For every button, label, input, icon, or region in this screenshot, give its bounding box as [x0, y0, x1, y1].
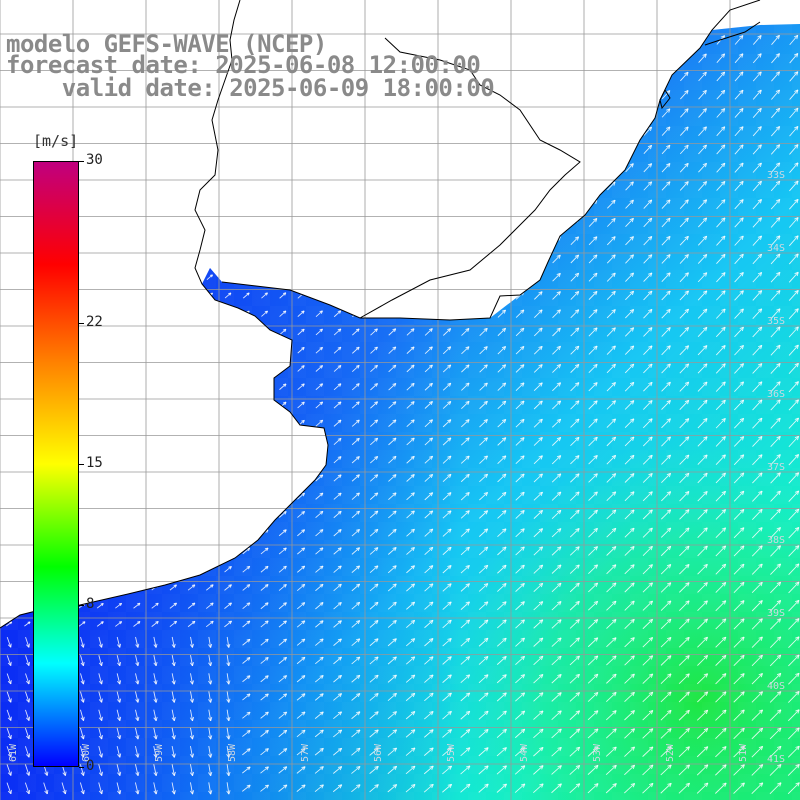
uruguay-border [359, 37, 581, 319]
colorbar-tick-mark [79, 767, 84, 768]
lat-label: 41S [767, 754, 785, 765]
colorbar-tick-label: 8 [86, 596, 95, 613]
grid-labels: 33S 34S 35S 36S 37S 38S 39S 40S 41S 61W 60W 59W 58W 5… [8, 170, 785, 765]
model-title: modelo GEFS-WAVE (NCEP) [6, 30, 327, 58]
colorbar-tick-mark [79, 161, 84, 162]
valid-date: valid date: 2025-06-09 18:00:00 [6, 74, 495, 102]
lon-label: 58W [227, 743, 238, 762]
colorbar-tick-mark [79, 605, 84, 607]
lon-label: 56W [373, 743, 384, 762]
colorbar-tick-label: 15 [86, 455, 103, 471]
forecast-date: forecast date: 2025-06-08 12:00:00 [6, 51, 481, 79]
colorbar-tick-label: 22 [86, 313, 103, 330]
lon-label: 54W [519, 743, 530, 762]
lat-label: 33S [767, 170, 785, 181]
colorbar-tick-label: 30 [86, 152, 103, 168]
lon-label: 53W [592, 743, 603, 762]
coastline [0, 0, 761, 629]
lon-label: 51W [738, 743, 749, 762]
lon-label: 52W [665, 743, 676, 762]
lat-label: 36S [767, 389, 785, 400]
colorbar-tick-label: 0 [86, 758, 95, 774]
lat-label: 40S [767, 681, 785, 692]
lagoon-outline [659, 21, 761, 110]
lon-label: 60W [81, 743, 92, 762]
lon-label: 61W [8, 743, 19, 762]
lat-label: 37S [767, 462, 785, 473]
lon-label: 55W [446, 743, 457, 762]
lat-label: 35S [767, 316, 785, 327]
lat-label: 34S [767, 243, 785, 254]
argentina-coast [0, 0, 329, 629]
colorbar-tick-mark [79, 322, 84, 324]
lon-label: 59W [154, 743, 165, 762]
colorbar [33, 161, 79, 767]
colorbar-unit: [m/s] [33, 132, 79, 150]
lat-label: 39S [767, 608, 785, 619]
uruguay-brazil-coast [221, 0, 761, 321]
lat-label: 38S [767, 535, 785, 546]
colorbar-tick-mark [79, 464, 84, 465]
lon-label: 57W [300, 743, 311, 762]
valid-date-text: valid date: 2025-06-09 18:00:00 [61, 74, 495, 102]
